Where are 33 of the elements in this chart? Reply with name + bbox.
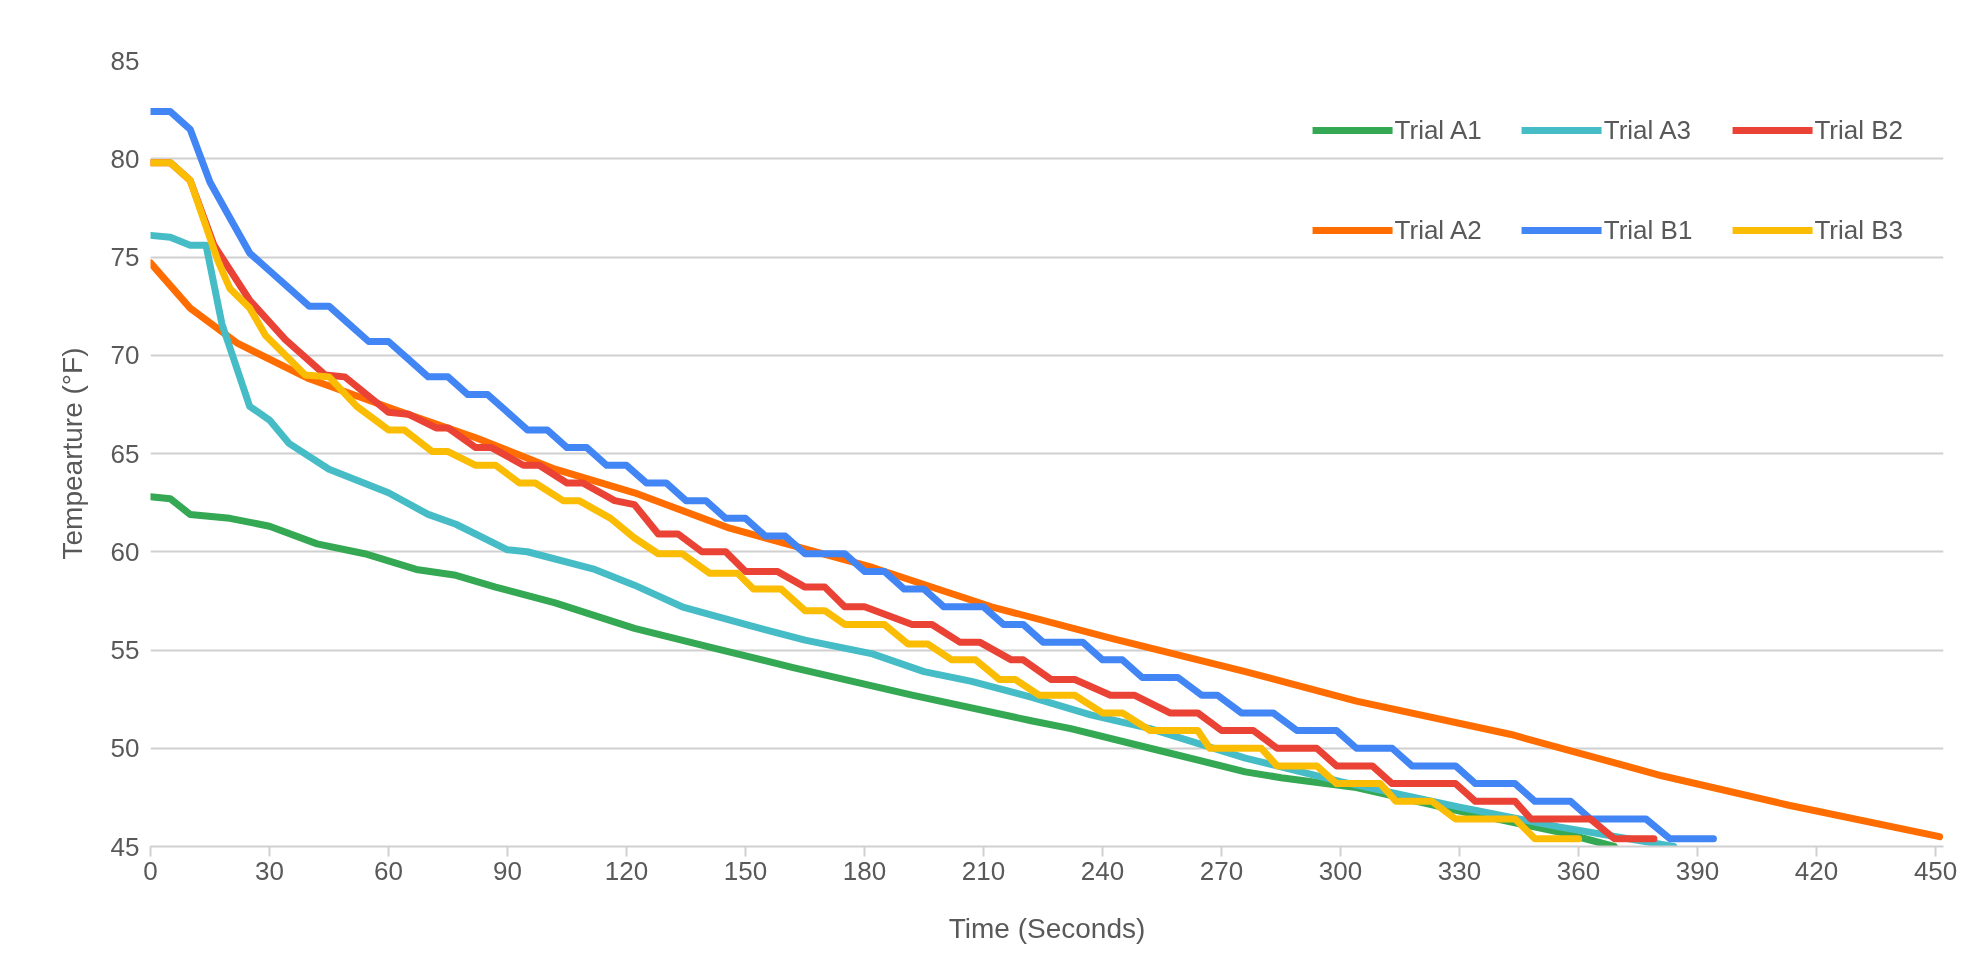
x-tick-label: 300 [1318, 855, 1363, 886]
x-tick-label: 360 [1556, 855, 1601, 886]
y-tick-label: 85 [110, 45, 140, 76]
x-tick-label: 210 [961, 855, 1006, 886]
legend-label: Trial A1 [1394, 113, 1482, 147]
x-tick-label: 240 [1080, 855, 1125, 886]
legend-label: Trial B2 [1814, 113, 1903, 147]
x-tick-label: 390 [1675, 855, 1720, 886]
x-tick-label: 180 [842, 855, 887, 886]
y-tick-label: 50 [110, 733, 140, 764]
y-tick-label: 55 [110, 635, 140, 665]
x-tick-label: 420 [1794, 855, 1839, 886]
legend-label: Trial B3 [1814, 213, 1903, 247]
x-tick-label: 0 [143, 855, 158, 886]
x-axis-title: Time (Seconds) [948, 912, 1146, 944]
x-tick-label: 150 [723, 855, 768, 886]
legend-label: Trial A2 [1394, 213, 1482, 247]
y-tick-label: 70 [110, 340, 140, 371]
x-tick-label: 450 [1913, 855, 1958, 886]
x-tick-label: 270 [1199, 855, 1244, 886]
y-tick-label: 45 [110, 831, 140, 862]
legend-label: Trial B1 [1603, 213, 1693, 247]
y-axis-title: Tempearture (°F) [56, 347, 88, 560]
y-tick-label: 75 [110, 242, 140, 272]
x-tick-label: 60 [374, 855, 403, 886]
x-tick-label: 330 [1437, 855, 1482, 886]
x-tick-label: 90 [493, 855, 522, 886]
y-tick-label: 65 [110, 438, 140, 469]
x-tick-label: 120 [604, 855, 649, 886]
y-tick-label: 80 [110, 143, 140, 174]
y-tick-label: 60 [110, 536, 140, 567]
x-tick-label: 30 [255, 855, 284, 886]
legend-label: Trial A3 [1603, 113, 1691, 147]
